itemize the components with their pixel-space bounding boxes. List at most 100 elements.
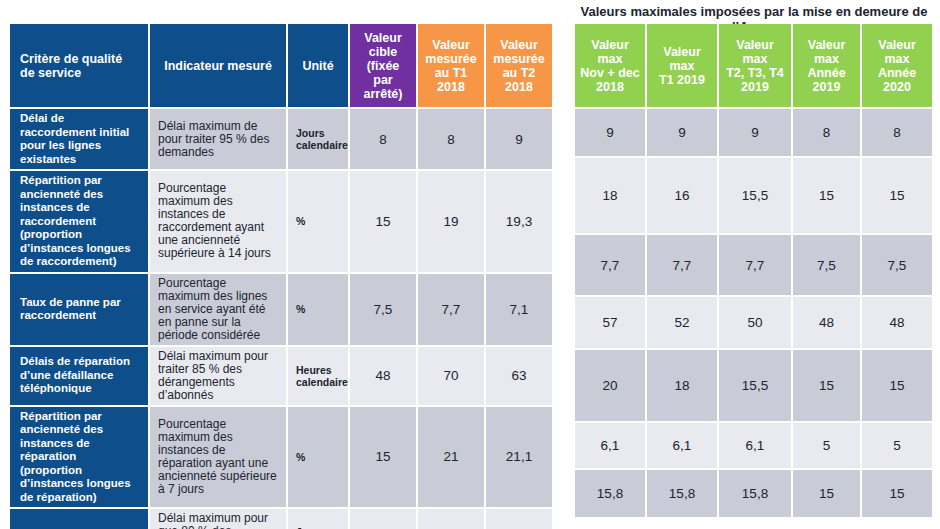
unit-cell: % [288, 407, 348, 508]
target-value-cell: 15 [350, 171, 416, 272]
max-value-cell: 7,5 [862, 235, 932, 295]
criteria-cell: Taux de panne par raccordement [10, 274, 148, 345]
target-value-cell: 8 [350, 109, 416, 169]
page: Valeurs maximales imposées par la mise e… [0, 0, 940, 529]
table-row: Délais de réparation d’une défaillance t… [10, 347, 552, 405]
max-value-cell: 15 [862, 158, 932, 233]
indicator-cell: Pourcentage maximum des instances de rac… [150, 171, 286, 272]
indicator-cell: Délai maximum de pour traiter 95 % des d… [150, 109, 286, 169]
table-row: 99988 [575, 109, 932, 156]
max-value-cell: 9 [647, 109, 717, 156]
max-value-cell: 7,7 [575, 235, 645, 295]
measured-value-cell: 7,7 [418, 274, 484, 345]
col-header-unit: Unité [288, 24, 348, 107]
col-header-max-annee-2020: Valeur max Année 2020 [862, 24, 932, 107]
col-header-target-value: Valeur cible (fixée par arrêté) [350, 24, 416, 107]
table-row: Délai de raccordement initial pour les l… [10, 109, 552, 169]
max-value-cell: 15 [862, 470, 932, 517]
unit-cell: Jours calendaires [288, 109, 348, 169]
max-value-cell: 15,5 [719, 158, 791, 233]
max-value-cell: 6,1 [719, 423, 791, 468]
max-value-cell: 5 [793, 423, 860, 468]
max-value-cell: 7,5 [793, 235, 860, 295]
measured-value-cell: 21 [418, 407, 484, 508]
max-value-cell: 7,7 [719, 235, 791, 295]
unit-cell: % [288, 274, 348, 345]
target-value-cell: 48 [350, 347, 416, 405]
measured-value-cell: 7,1 [486, 274, 552, 345]
max-value-cell: 15,8 [647, 470, 717, 517]
unit-cell: % [288, 171, 348, 272]
max-value-cell: 9 [575, 109, 645, 156]
max-value-cell: 15 [862, 350, 932, 421]
max-value-cell: 8 [862, 109, 932, 156]
criteria-cell: Délai de raccordement initial pour les l… [10, 109, 148, 169]
table-row: 15,815,815,81515 [575, 470, 932, 517]
measured-value-cell: 63 [486, 347, 552, 405]
max-value-cell: 9 [719, 109, 791, 156]
max-value-cell: 20 [575, 350, 645, 421]
measured-value-cell: 21,1 [486, 407, 552, 508]
max-value-cell: 5 [862, 423, 932, 468]
max-value-cell: 18 [575, 158, 645, 233]
table-row: Répartition par ancienneté des instances… [10, 171, 552, 272]
max-value-cell: 52 [647, 297, 717, 348]
target-value-cell: 15 [350, 407, 416, 508]
table-row: 201815,51515 [575, 350, 932, 421]
table-row: Délais de réponse aux réclamations des u… [10, 509, 552, 529]
measured-value-cell: 6,1 [486, 509, 552, 529]
unit-cell: Heures calendaires [288, 347, 348, 405]
indicator-cell: Pourcentage maximum des lignes en servic… [150, 274, 286, 345]
max-value-cell: 15,8 [575, 470, 645, 517]
max-value-cell: 48 [793, 297, 860, 348]
measured-value-cell: 19 [418, 171, 484, 272]
max-value-cell: 6,1 [647, 423, 717, 468]
criteria-cell: Délais de réparation d’une défaillance t… [10, 347, 148, 405]
indicator-cell: Délai maximum pour que 80 % des réclamat… [150, 509, 286, 529]
target-value-cell: 5 [350, 509, 416, 529]
max-value-cell: 7,7 [647, 235, 717, 295]
col-header-max-t2-t3-t4-2019: Valeur max T2, T3, T4 2019 [719, 24, 791, 107]
max-value-cell: 8 [793, 109, 860, 156]
criteria-cell: Répartition par ancienneté des instances… [10, 407, 148, 508]
measured-value-cell: 4,5 [418, 509, 484, 529]
table-row: 181615,51515 [575, 158, 932, 233]
max-value-cell: 6,1 [575, 423, 645, 468]
col-header-max-annee-2019: Valeur max Année 2019 [793, 24, 860, 107]
max-value-cell: 48 [862, 297, 932, 348]
max-value-cell: 50 [719, 297, 791, 348]
measured-value-cell: 70 [418, 347, 484, 405]
unit-cell: Jours calendaires [288, 509, 348, 529]
quality-of-service-table: Critère de qualité de service Indicateur… [8, 22, 554, 529]
max-value-cell: 15,8 [719, 470, 791, 517]
criteria-cell: Délais de réponse aux réclamations des u… [10, 509, 148, 529]
table-row: Répartition par ancienneté des instances… [10, 407, 552, 508]
col-header-max-nov-dec-2018: Valeur max Nov + dec 2018 [575, 24, 645, 107]
indicator-cell: Pourcentage maximum des instances de rép… [150, 407, 286, 508]
max-value-cell: 57 [575, 297, 645, 348]
measured-value-cell: 19,3 [486, 171, 552, 272]
col-header-criteria: Critère de qualité de service [10, 24, 148, 107]
header-row: Valeur max Nov + dec 2018 Valeur max T1 … [575, 24, 932, 107]
table-row: 7,77,77,77,57,5 [575, 235, 932, 295]
measured-value-cell: 9 [486, 109, 552, 169]
arcep-max-values-table: Valeur max Nov + dec 2018 Valeur max T1 … [573, 22, 934, 519]
max-value-cell: 15,5 [719, 350, 791, 421]
col-header-max-t1-2019: Valeur max T1 2019 [647, 24, 717, 107]
header-row: Critère de qualité de service Indicateur… [10, 24, 552, 107]
criteria-cell: Répartition par ancienneté des instances… [10, 171, 148, 272]
max-value-cell: 16 [647, 158, 717, 233]
table-row: 5752504848 [575, 297, 932, 348]
indicator-cell: Délai maximum pour traiter 85 % des déra… [150, 347, 286, 405]
measured-value-cell: 8 [418, 109, 484, 169]
table-row: Taux de panne par raccordementPourcentag… [10, 274, 552, 345]
max-value-cell: 15 [793, 350, 860, 421]
col-header-indicator: Indicateur mesuré [150, 24, 286, 107]
max-value-cell: 18 [647, 350, 717, 421]
target-value-cell: 7,5 [350, 274, 416, 345]
col-header-measured-t2-2018: Valeur mesurée au T2 2018 [486, 24, 552, 107]
tables-container: Critère de qualité de service Indicateur… [8, 22, 934, 529]
max-value-cell: 15 [793, 158, 860, 233]
table-row: 6,16,16,155 [575, 423, 932, 468]
max-value-cell: 15 [793, 470, 860, 517]
